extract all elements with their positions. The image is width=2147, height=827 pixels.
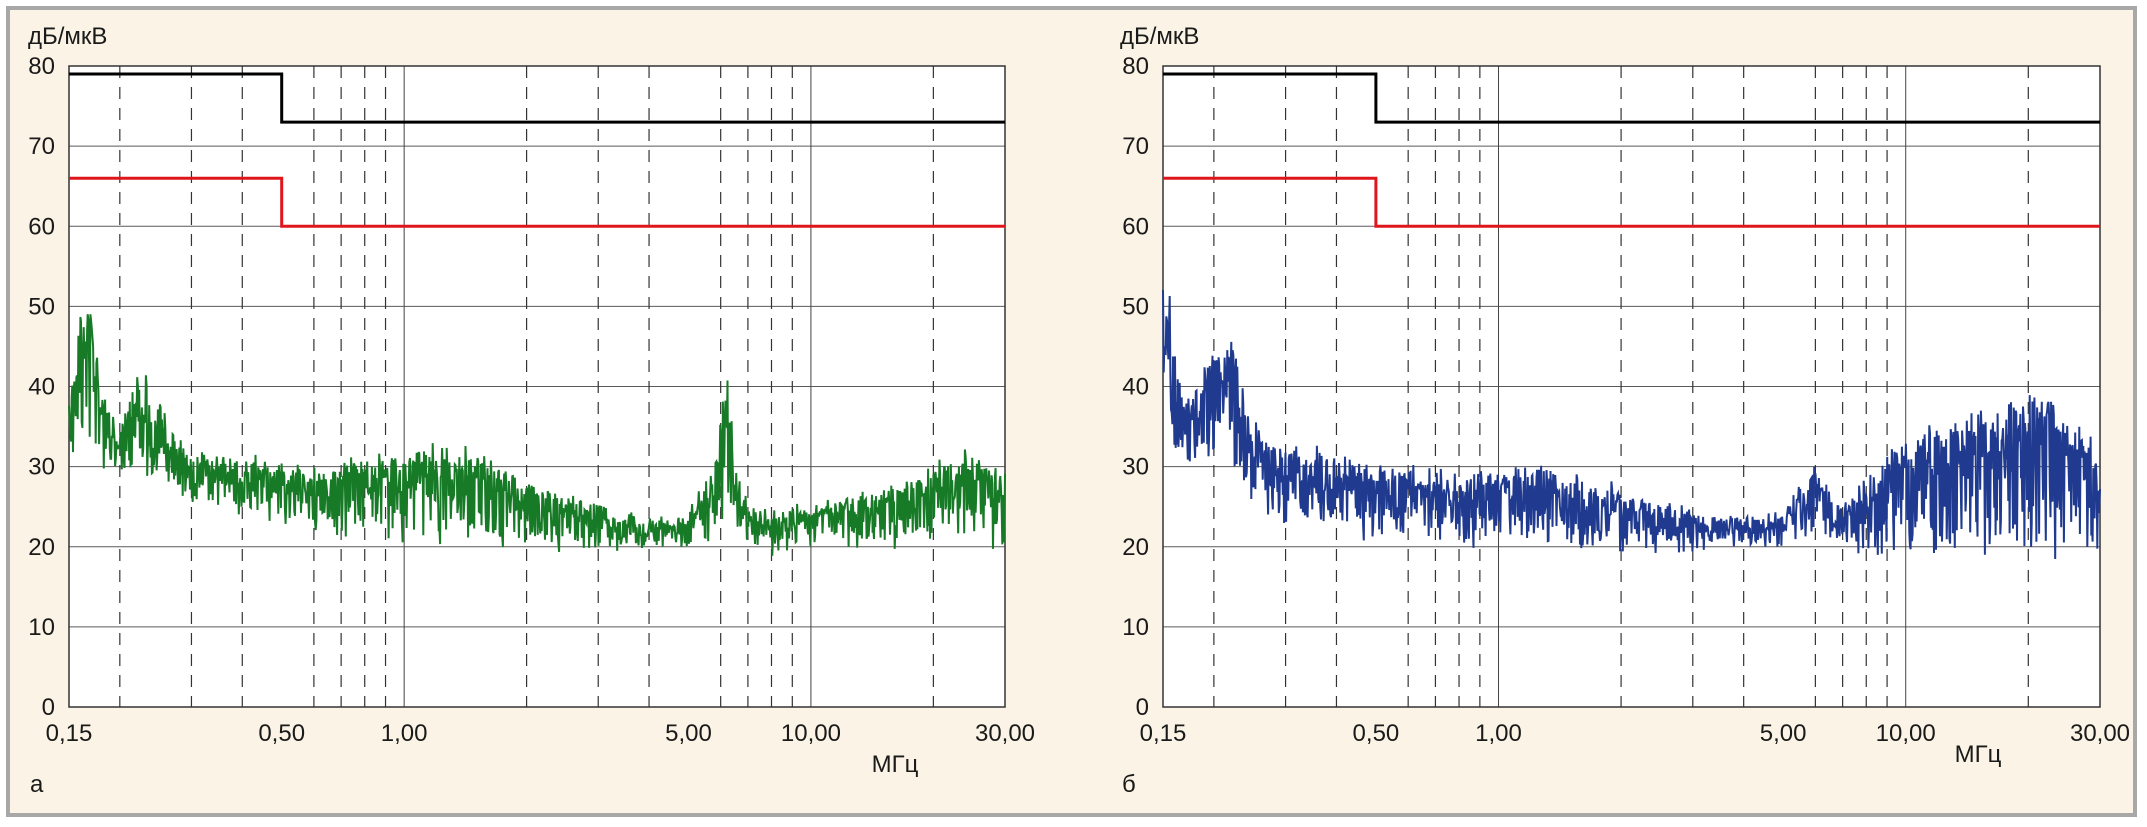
x-axis-unit-label: МГц [872, 751, 919, 778]
y-tick-label: 70 [1122, 133, 1149, 160]
x-tick-label: 0,15 [1140, 720, 1187, 747]
y-tick-label: 40 [1122, 374, 1149, 401]
series-line-limit-quasi-peak [69, 72, 1005, 124]
series-line-measured-spectrum [68, 314, 1006, 556]
series-line-measured-spectrum [1162, 290, 2101, 560]
x-tick-label: 10,00 [781, 720, 841, 747]
x-tick-label: 30,00 [975, 720, 1035, 747]
y-tick-label: 0 [1136, 694, 1149, 721]
y-tick-label: 70 [28, 133, 55, 160]
y-tick-label: 20 [28, 534, 55, 561]
x-tick-label: 1,00 [1475, 720, 1522, 747]
series-line-limit-average [69, 176, 1005, 228]
x-axis-unit-label: МГц [1955, 741, 2002, 768]
y-tick-label: 60 [28, 213, 55, 240]
series-line-limit-quasi-peak [1163, 72, 2100, 124]
y-tick-label: 80 [1122, 53, 1149, 80]
x-tick-label: 0,50 [258, 720, 305, 747]
y-tick-label: 80 [28, 53, 55, 80]
x-tick-label: 5,00 [665, 720, 712, 747]
figure-frame: 0 10 20 30 40 50 60 70 80 0,15 0,50 1,00 5,00 10,00 30… [6, 6, 2137, 817]
y-tick-label: 60 [1122, 213, 1149, 240]
series-line-limit-average [1163, 176, 2100, 228]
y-axis-label: дБ/мкВ [28, 23, 107, 50]
y-tick-label: 40 [28, 374, 55, 401]
chart-panel-a: 0 10 20 30 40 50 60 70 80 0,15 0,50 1,00 5,00 10,00 30… [28, 23, 1035, 798]
y-tick-label: 30 [28, 454, 55, 481]
y-tick-label: 10 [28, 614, 55, 641]
y-tick-label: 0 [42, 694, 55, 721]
x-tick-label: 30,00 [2070, 720, 2130, 747]
x-tick-label: 0,50 [1353, 720, 1400, 747]
y-tick-label: 50 [28, 293, 55, 320]
plot-frame [1162, 65, 2101, 708]
panel-label: б [1122, 771, 1136, 798]
y-axis-label: дБ/мкВ [1120, 23, 1199, 50]
y-tick-label: 50 [1122, 293, 1149, 320]
y-tick-label: 10 [1122, 614, 1149, 641]
plot-frame [68, 65, 1006, 708]
x-tick-label: 1,00 [381, 720, 428, 747]
y-tick-label: 20 [1122, 534, 1149, 561]
x-tick-label: 0,15 [46, 720, 93, 747]
chart-panel-b: 0 10 20 30 40 50 60 70 80 0,15 0,50 1,00 5,00 10,00 30… [1120, 23, 2130, 798]
x-tick-label: 5,00 [1760, 720, 1807, 747]
panel-label: а [30, 771, 44, 798]
chart-figure: 0 10 20 30 40 50 60 70 80 0,15 0,50 1,00 5,00 10,00 30… [28, 23, 2130, 798]
y-tick-label: 30 [1122, 454, 1149, 481]
x-tick-label: 10,00 [1876, 720, 1936, 747]
